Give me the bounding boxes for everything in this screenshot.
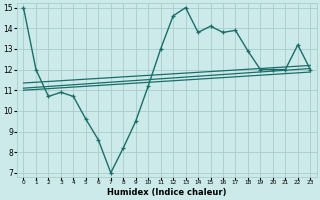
X-axis label: Humidex (Indice chaleur): Humidex (Indice chaleur) bbox=[107, 188, 227, 197]
